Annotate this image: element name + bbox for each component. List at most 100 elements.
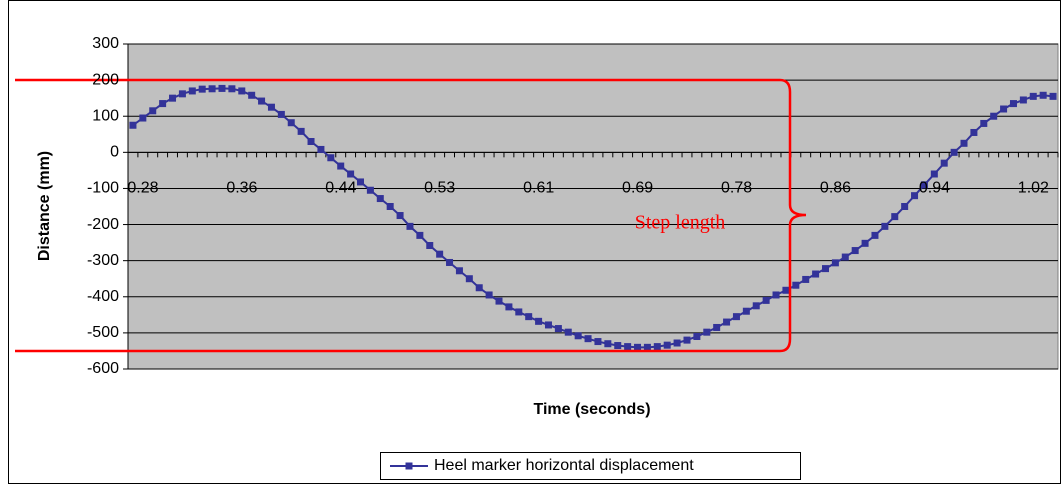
series-line (132, 87, 1054, 349)
x-tick-label: 0.61 (523, 180, 554, 197)
point-marker (317, 145, 325, 153)
point-marker (1049, 92, 1057, 100)
plot-area (123, 43, 1059, 370)
x-tick-label: 0.53 (424, 180, 455, 197)
point-marker (376, 195, 384, 203)
point-marker (337, 162, 345, 170)
point-marker (732, 313, 740, 321)
point-marker (327, 154, 335, 162)
point-marker (149, 107, 157, 115)
annotation-bracket (15, 78, 807, 353)
point-marker (812, 270, 820, 278)
point-marker (1029, 92, 1037, 100)
point-marker (169, 94, 177, 102)
y-tick-label: 0 (110, 144, 119, 161)
point-marker (475, 284, 483, 292)
point-marker (465, 275, 473, 283)
annotation-text: Step length (635, 212, 726, 234)
y-tick-label: -400 (87, 288, 119, 305)
y-axis-title: Distance (mm) (36, 151, 53, 261)
point-marker (357, 178, 364, 186)
point-marker (634, 343, 642, 351)
point-marker (208, 85, 216, 93)
point-marker (406, 222, 414, 230)
point-marker (1039, 91, 1047, 99)
x-tick-label: 1.02 (1018, 180, 1049, 197)
x-tick-label: 0.69 (622, 180, 653, 197)
point-marker (366, 186, 374, 194)
point-marker (723, 318, 731, 326)
point-marker (535, 317, 543, 325)
point-marker (911, 192, 919, 200)
point-marker (267, 103, 275, 111)
point-marker (653, 343, 661, 351)
point-marker (693, 333, 701, 340)
point-marker (129, 121, 137, 129)
point-marker (505, 303, 513, 311)
point-marker (347, 170, 355, 178)
point-marker (822, 265, 829, 273)
point-marker (159, 100, 167, 108)
point-marker (574, 332, 582, 340)
point-marker (238, 87, 246, 95)
x-tick-label: 0.36 (226, 180, 257, 197)
point-marker (970, 128, 978, 136)
point-marker (515, 308, 523, 316)
legend-label: Heel marker horizontal displacement (434, 457, 694, 474)
point-marker (139, 114, 147, 122)
point-marker (861, 239, 869, 247)
point-marker (752, 302, 760, 310)
annotation-brace (779, 78, 807, 353)
point-marker (446, 258, 454, 266)
point-marker (455, 267, 463, 275)
point-marker (643, 343, 651, 351)
y-tick-label: -300 (87, 252, 119, 269)
point-marker (297, 127, 305, 135)
y-tick-label: -200 (87, 216, 119, 233)
point-marker (604, 340, 612, 348)
point-marker (891, 213, 899, 221)
legend-marker (405, 462, 413, 470)
point-marker (198, 85, 206, 93)
point-marker (663, 341, 671, 349)
point-marker (258, 97, 266, 105)
point-marker (584, 335, 592, 343)
point-marker (742, 307, 750, 315)
point-marker (831, 259, 839, 267)
point-marker (920, 181, 928, 189)
point-marker (218, 84, 226, 92)
point-marker (901, 203, 909, 210)
point-marker (416, 231, 424, 239)
y-tick-label: -600 (87, 360, 119, 377)
point-marker (436, 250, 444, 258)
point-marker (386, 203, 394, 210)
point-marker (792, 281, 800, 289)
point-marker (624, 343, 632, 351)
point-marker (178, 90, 186, 98)
point-marker (495, 297, 503, 305)
y-tick-label: 100 (92, 107, 119, 124)
point-marker (554, 325, 562, 333)
point-marker (396, 212, 404, 220)
point-marker (287, 119, 295, 127)
x-tick-label: 0.44 (325, 180, 356, 197)
point-marker (188, 87, 196, 95)
x-tick-label: 0.78 (721, 180, 752, 197)
point-marker (277, 110, 285, 118)
point-marker (525, 313, 533, 321)
point-marker (950, 148, 958, 156)
point-marker (614, 342, 622, 350)
point-marker (782, 286, 790, 294)
y-tick-label: 200 (92, 71, 119, 88)
y-tick-label: -100 (87, 180, 119, 197)
point-marker (980, 119, 988, 127)
point-marker (881, 222, 889, 230)
point-marker (960, 139, 968, 147)
point-marker (485, 291, 493, 299)
point-marker (930, 170, 938, 178)
x-tick-label: 0.94 (919, 180, 950, 197)
point-marker (1019, 96, 1027, 104)
y-tick-label: -500 (87, 324, 119, 341)
